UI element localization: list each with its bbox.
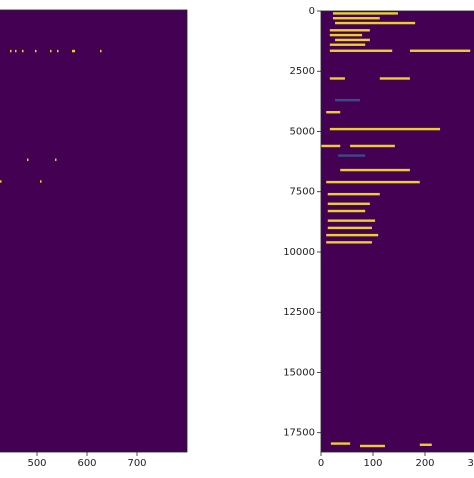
heat-cell xyxy=(326,111,341,114)
y-tick-label: 7500 xyxy=(290,187,315,198)
x-tick-label: 600 xyxy=(77,458,96,469)
y-tick-label: 10000 xyxy=(283,247,315,258)
y-tick-label: 17500 xyxy=(283,428,315,439)
heat-cell xyxy=(326,233,379,237)
heat-cell xyxy=(326,180,420,184)
heat-cell xyxy=(57,49,59,53)
heat-cell xyxy=(327,219,376,222)
x-tick-label: 300 xyxy=(467,458,474,469)
x-tick-label: 700 xyxy=(127,458,146,469)
heat-cell xyxy=(340,168,410,172)
heat-cell xyxy=(22,49,24,53)
heat-cell xyxy=(27,158,29,161)
y-tick-label: 2500 xyxy=(290,66,315,77)
heat-cell xyxy=(330,442,351,445)
y-tick-label: 15000 xyxy=(283,367,315,378)
heat-cell xyxy=(15,49,17,53)
heat-cell xyxy=(329,33,363,37)
heat-cell xyxy=(332,12,398,15)
x-tick-label: 200 xyxy=(415,458,434,469)
heat-cell xyxy=(329,77,345,80)
heat-cell xyxy=(0,180,2,183)
heat-cell xyxy=(72,49,75,53)
heat-cell xyxy=(327,202,370,205)
heat-cell xyxy=(409,49,471,52)
heat-cell xyxy=(419,443,432,446)
heat-cell xyxy=(350,144,395,148)
heat-cell xyxy=(338,154,366,157)
heat-cell xyxy=(329,127,441,131)
heat-cell xyxy=(335,98,360,102)
heat-cell xyxy=(327,209,366,213)
x-tick-label: 100 xyxy=(363,458,382,469)
heat-cell xyxy=(335,21,416,25)
heat-cell xyxy=(327,192,380,196)
heatmap-background xyxy=(0,10,187,452)
heat-cell xyxy=(326,241,372,244)
heat-cell xyxy=(329,49,393,52)
heat-cell xyxy=(360,444,385,448)
x-tick-label: 500 xyxy=(27,458,46,469)
heat-cell xyxy=(379,77,410,80)
heatmap-background xyxy=(321,11,474,452)
axes-frame xyxy=(0,9,188,453)
heat-cell xyxy=(329,29,370,32)
heat-cell xyxy=(35,49,37,53)
heat-cell xyxy=(329,43,366,46)
heat-cell xyxy=(40,180,42,183)
heat-cell xyxy=(332,17,380,20)
heat-cell xyxy=(327,226,372,230)
heat-cell xyxy=(50,49,52,53)
x-tick-label: 0 xyxy=(318,458,324,469)
heat-cell xyxy=(10,49,12,53)
heat-cell xyxy=(321,144,341,148)
y-tick-label: 5000 xyxy=(290,126,315,137)
heat-cell xyxy=(55,158,57,161)
heatmap-panel: 0 100 200 300 0 2500 5000 7500 10000 12500 15000 17… xyxy=(283,6,474,469)
heat-cell xyxy=(335,38,370,42)
heatmap-panel: 500 600 700 xyxy=(0,9,188,469)
y-tick-label: 12500 xyxy=(283,307,315,318)
heat-cell xyxy=(100,49,102,53)
y-tick-label: 0 xyxy=(309,6,315,17)
